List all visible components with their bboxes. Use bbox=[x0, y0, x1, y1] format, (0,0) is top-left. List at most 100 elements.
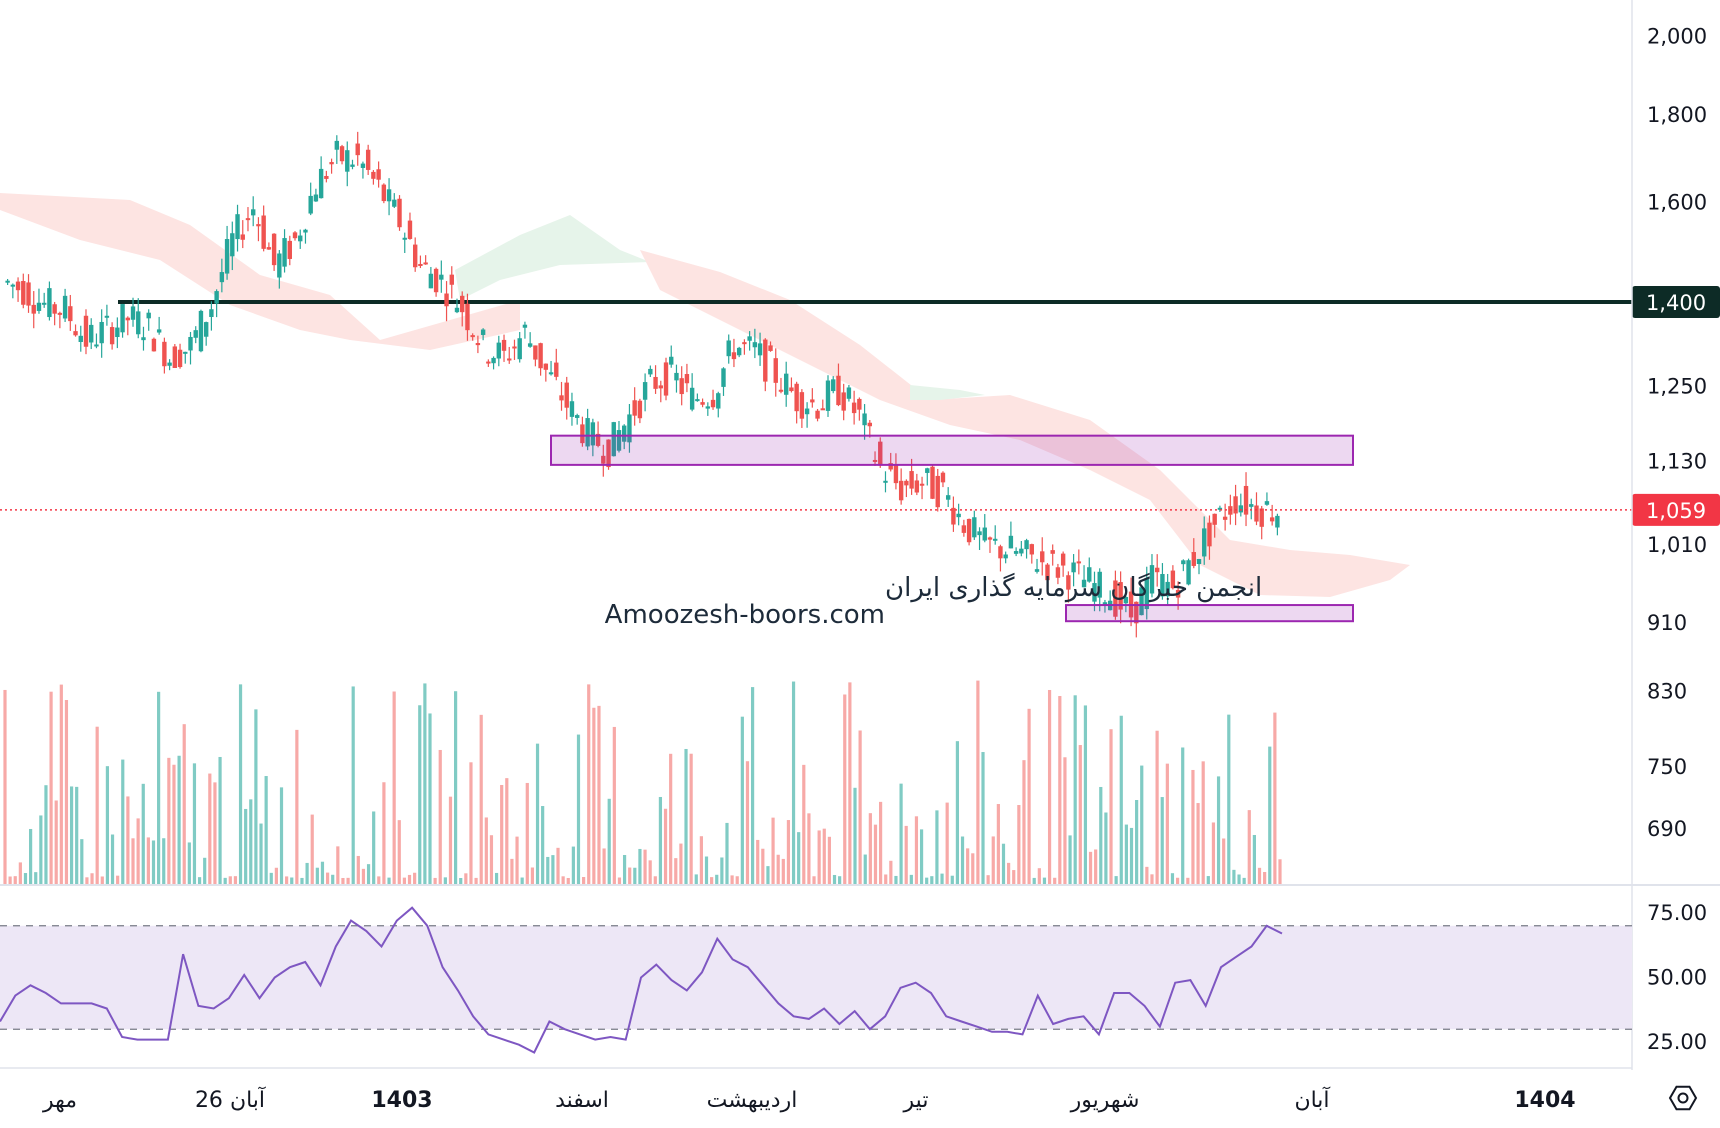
volume-bar bbox=[1216, 776, 1221, 884]
volume-bar bbox=[1247, 810, 1251, 884]
candle-body bbox=[752, 342, 758, 348]
volume-bar bbox=[75, 786, 79, 884]
volume-bar bbox=[336, 846, 340, 884]
volume-bar bbox=[853, 787, 857, 884]
candle-body bbox=[731, 352, 737, 360]
rsi-tick-label: 75.00 bbox=[1647, 901, 1707, 925]
volume-bar bbox=[397, 820, 401, 884]
volume-bar bbox=[740, 716, 744, 884]
candle-body bbox=[1081, 579, 1087, 588]
volume-bar bbox=[1124, 824, 1128, 884]
candle-body bbox=[177, 349, 183, 368]
candle-body bbox=[141, 337, 146, 341]
price-axis[interactable]: 2,000 1,800 1,600 1,250 1,130 1,010 910 830 750 6… bbox=[1647, 24, 1707, 841]
volume-bar bbox=[884, 874, 888, 884]
candle-body bbox=[825, 380, 831, 411]
volume-bar bbox=[233, 876, 238, 884]
support-zone[interactable] bbox=[550, 434, 1354, 466]
volume-bar bbox=[1094, 849, 1098, 884]
candle-body bbox=[632, 400, 637, 416]
horizontal-line-layer[interactable]: 1,400 bbox=[118, 285, 1720, 318]
price-tick-label: 2,000 bbox=[1647, 24, 1707, 48]
volume-bar bbox=[1042, 877, 1047, 884]
last-price-tag bbox=[1632, 493, 1720, 526]
volume-bar bbox=[274, 867, 278, 884]
volume-bar bbox=[1186, 877, 1190, 884]
volume-bar bbox=[356, 855, 360, 884]
price-tick-label: 830 bbox=[1647, 679, 1687, 703]
time-tick-label: 1404 bbox=[1514, 1088, 1575, 1113]
volume-bar bbox=[1145, 866, 1149, 884]
candle-body bbox=[26, 282, 31, 306]
candle-body bbox=[648, 368, 653, 375]
volume-bar bbox=[863, 854, 867, 884]
volume-bar bbox=[771, 817, 775, 884]
volume-bar bbox=[699, 836, 703, 884]
volume-bar bbox=[223, 877, 227, 884]
volume-bar bbox=[822, 828, 826, 884]
volume-bar bbox=[546, 856, 550, 884]
candle-body bbox=[1254, 505, 1259, 522]
volume-bar bbox=[561, 876, 565, 884]
candle-body bbox=[1003, 554, 1008, 559]
volume-bar bbox=[500, 784, 504, 884]
volume-bar bbox=[459, 877, 463, 884]
candle-body bbox=[99, 321, 104, 344]
volume-bar bbox=[167, 757, 171, 884]
candle-body bbox=[73, 331, 78, 336]
volume-bar bbox=[1119, 715, 1123, 884]
volume-bar bbox=[377, 876, 381, 884]
candle-body bbox=[909, 471, 914, 489]
candle-body bbox=[794, 383, 799, 412]
settings-gear-icon[interactable] bbox=[1668, 1085, 1698, 1111]
candle-body bbox=[1196, 559, 1202, 564]
candle-body bbox=[1008, 535, 1014, 549]
candle-body bbox=[998, 546, 1003, 559]
volume-bar bbox=[157, 691, 161, 884]
volume-bar bbox=[802, 764, 806, 884]
candle-body bbox=[78, 335, 83, 342]
candle-body bbox=[726, 340, 731, 357]
volume-bar bbox=[1232, 869, 1236, 884]
volume-bar bbox=[505, 778, 509, 884]
candle-body bbox=[115, 327, 120, 338]
candle-body bbox=[193, 330, 198, 338]
volume-bar bbox=[592, 707, 596, 884]
candle-body bbox=[956, 513, 961, 518]
candle-body bbox=[857, 398, 862, 410]
candle-body bbox=[527, 343, 533, 347]
volume-bar bbox=[991, 836, 995, 884]
price-tick-label: 690 bbox=[1647, 817, 1687, 841]
volume-bar bbox=[919, 829, 924, 884]
time-axis[interactable]: مهر 26 آبان 1403 اسفند اردیبهشت تیر شهریور آبان… bbox=[42, 1086, 1576, 1113]
price-tick-label: 750 bbox=[1647, 755, 1687, 779]
volume-bar bbox=[1078, 745, 1082, 884]
volume-bar bbox=[433, 877, 437, 884]
volume-bar bbox=[141, 783, 145, 884]
candle-body bbox=[136, 311, 141, 335]
volume-bar bbox=[192, 763, 197, 884]
candle-body bbox=[203, 322, 209, 337]
candle-body bbox=[444, 293, 449, 307]
rsi-axis: 75.00 50.00 25.00 bbox=[1647, 901, 1707, 1054]
candle-body bbox=[783, 373, 789, 395]
candle-body bbox=[930, 466, 935, 499]
volume-bar bbox=[571, 846, 575, 884]
volume-bar bbox=[3, 689, 7, 884]
candle-body bbox=[898, 480, 904, 501]
volume-bar bbox=[413, 872, 417, 884]
candle-body bbox=[1045, 564, 1050, 581]
candle-body bbox=[423, 262, 428, 265]
support-zones-layer[interactable] bbox=[550, 434, 1354, 623]
candle-body bbox=[606, 439, 611, 468]
volume-bar bbox=[218, 756, 222, 884]
candle-body bbox=[209, 309, 214, 317]
support-zone[interactable] bbox=[1065, 604, 1354, 623]
volume-bar bbox=[971, 853, 975, 884]
rsi-pane[interactable] bbox=[0, 906, 1632, 1054]
volume-bar bbox=[269, 872, 273, 884]
volume-bar bbox=[264, 776, 268, 884]
volume-bar bbox=[100, 876, 104, 884]
